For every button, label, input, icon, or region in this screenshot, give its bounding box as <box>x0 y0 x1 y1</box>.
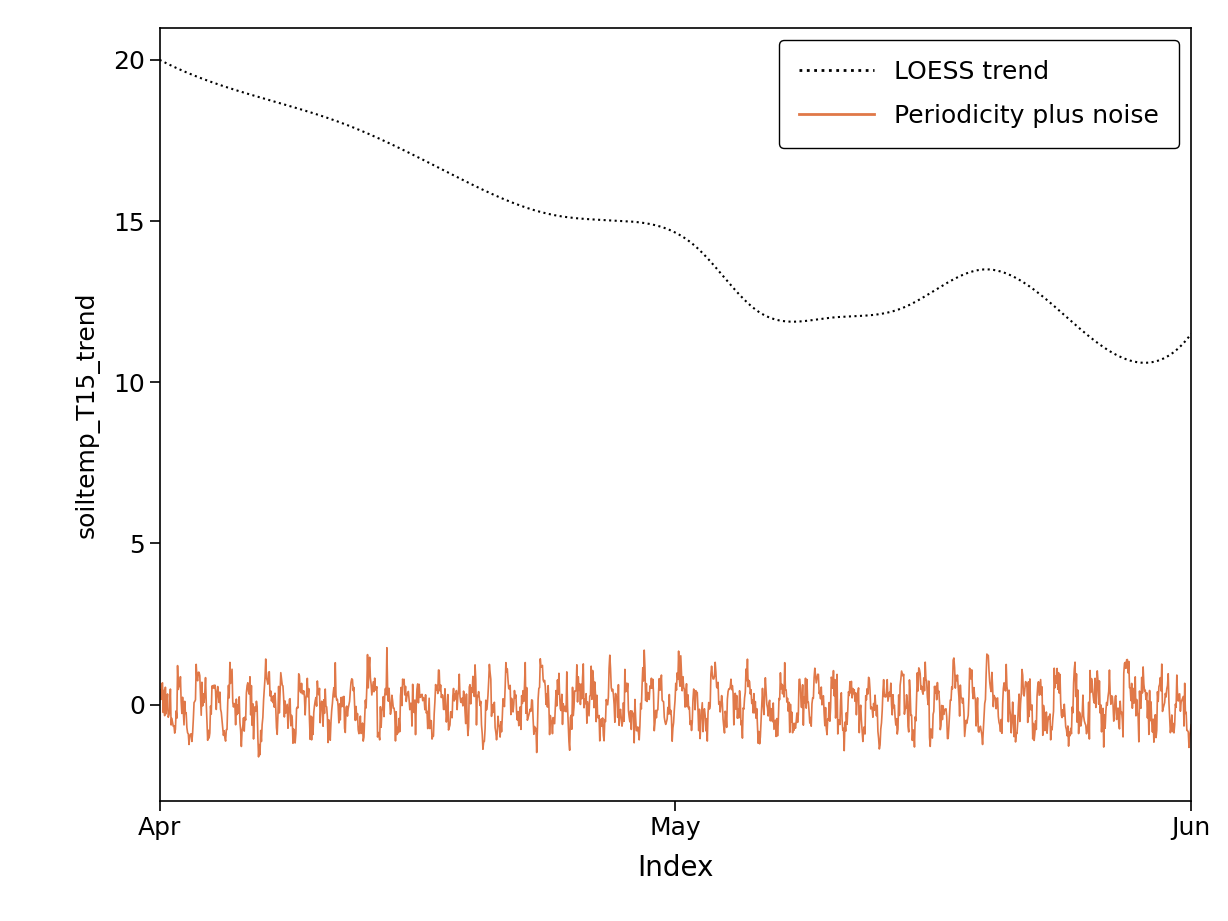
Line: Periodicity plus noise: Periodicity plus noise <box>160 647 1191 757</box>
Periodicity plus noise <box>836 745 851 756</box>
LOESS trend <box>1184 329 1199 340</box>
LOESS trend <box>1137 357 1152 368</box>
Legend: LOESS trend, Periodicity plus noise: LOESS trend, Periodicity plus noise <box>779 41 1179 148</box>
Periodicity plus noise <box>152 697 167 708</box>
Periodicity plus noise <box>383 709 398 720</box>
Periodicity plus noise <box>971 727 986 738</box>
Periodicity plus noise <box>499 657 513 668</box>
LOESS trend <box>497 193 512 204</box>
LOESS trend <box>1061 313 1076 324</box>
LOESS trend <box>356 126 371 137</box>
Periodicity plus noise <box>1184 719 1199 730</box>
Periodicity plus noise <box>252 752 266 763</box>
LOESS trend <box>970 264 985 275</box>
LOESS trend <box>835 311 850 322</box>
Periodicity plus noise <box>1062 730 1077 741</box>
Periodicity plus noise <box>379 642 394 653</box>
Periodicity plus noise <box>357 712 372 723</box>
LOESS trend <box>382 137 397 148</box>
LOESS trend <box>152 54 167 65</box>
X-axis label: Index: Index <box>637 854 713 881</box>
Y-axis label: soiltemp_T15_trend: soiltemp_T15_trend <box>74 291 99 538</box>
Line: LOESS trend: LOESS trend <box>160 60 1191 363</box>
